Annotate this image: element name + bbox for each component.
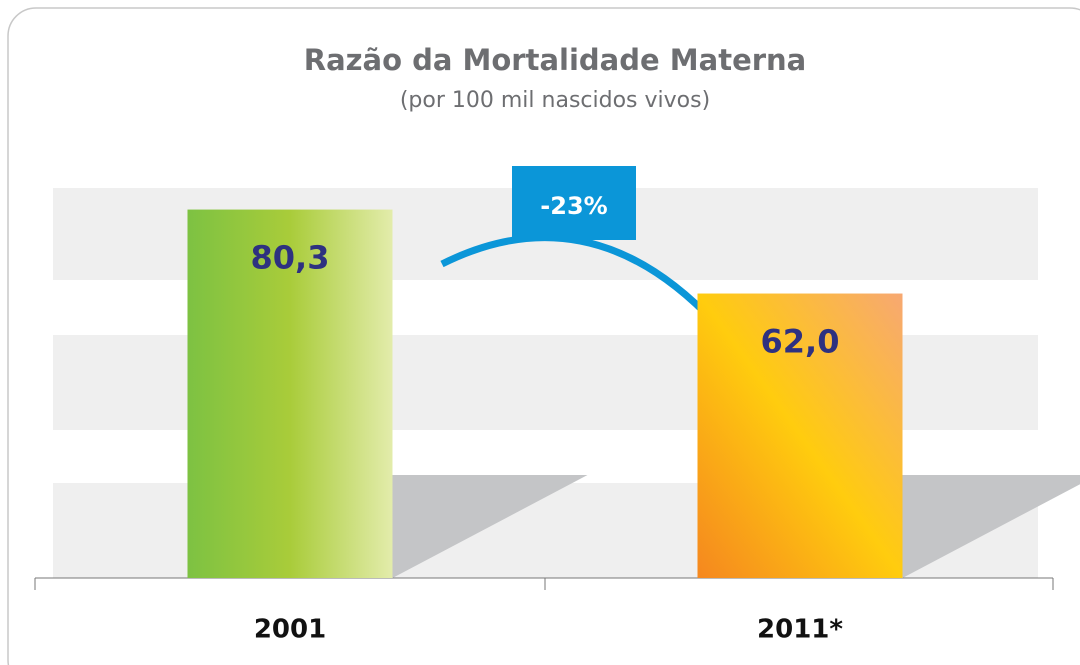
x-tick-label: 2011*: [757, 615, 843, 645]
annotation-box: [512, 166, 636, 240]
value-label: 62,0: [761, 323, 840, 361]
bar: [697, 293, 903, 578]
change-arc: [440, 234, 718, 326]
chart-subtitle: (por 100 mil nascidos vivos): [400, 88, 710, 113]
bar-shadow: [392, 475, 588, 578]
chart-title: Razão da Mortalidade Materna: [304, 43, 807, 77]
bar-shadow: [902, 475, 1080, 578]
x-tick-label: 2001: [254, 615, 326, 645]
annotation: -23%: [540, 192, 607, 220]
bar: [187, 209, 393, 579]
value-label: 80,3: [251, 239, 330, 277]
